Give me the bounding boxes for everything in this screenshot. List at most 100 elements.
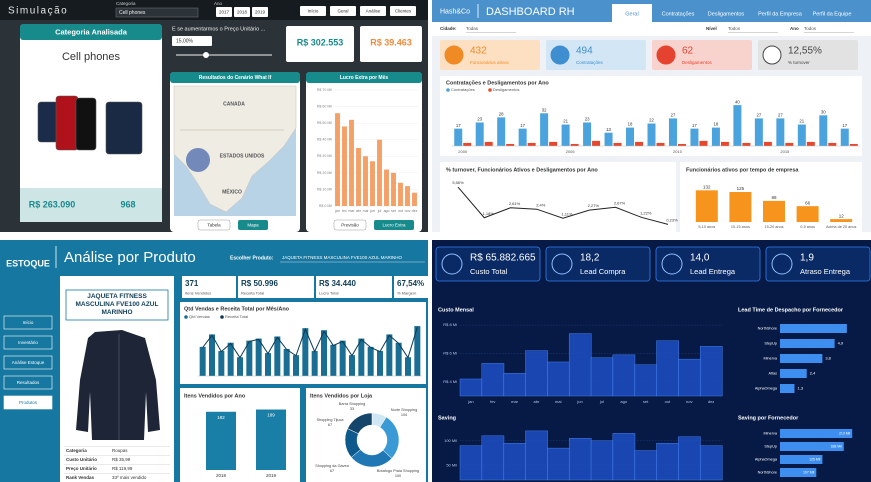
product-title-box [65,289,169,321]
line [202,327,418,359]
nav-label[interactable]: Análise Estoque [12,360,45,365]
kpi-icon [661,253,683,275]
bar [806,141,815,146]
nav-button[interactable] [3,335,53,350]
filter-value[interactable]: Todos [804,26,817,31]
nav-button[interactable] [3,315,53,330]
slider-knob[interactable] [203,52,209,58]
x-tick-label: jan [467,399,473,404]
kpi-value: 12,55% [788,46,822,57]
bar [475,122,484,146]
bar [255,338,262,376]
nav-button[interactable] [3,375,53,390]
card-title: Categoria Analisada [55,27,128,36]
select-value[interactable]: JAQUETA FITNESS MASCULINA FVE100 AZUL MA… [282,255,403,260]
tab[interactable]: Desligamentos [708,11,745,17]
data-label: 18 [628,122,633,127]
nav-label: Geral [337,9,348,14]
y-tick-label: AlphaOmega [755,458,778,462]
tab[interactable]: Geral [625,11,638,17]
nav-label[interactable]: Resultados [17,380,40,385]
slider-box [172,36,212,46]
brand: Hash&Co [440,8,470,15]
year-button[interactable] [252,7,268,17]
year-button[interactable] [216,7,232,17]
area-step [459,378,483,397]
tab[interactable]: Perfil da Equipe [813,11,852,17]
nav-label[interactable]: Inventário [18,340,38,345]
tab-active[interactable] [612,4,652,22]
nav-label[interactable]: Produtos [19,400,38,405]
kpi-icon [441,253,463,275]
x-tick-label: ago [384,209,390,213]
bar [367,346,374,376]
kpi-label: Lead Entrega [690,267,736,276]
bar [398,182,403,206]
bar [377,139,382,206]
bar [358,338,365,376]
x-tick-label: mar [348,209,355,213]
button[interactable] [197,219,231,231]
button-label: Mapa [247,223,259,228]
area-step [547,361,570,397]
legend-swatch [220,315,224,319]
data-label: 66 [805,200,811,205]
bar [518,128,527,146]
bar [819,115,828,146]
bar [796,206,819,222]
button[interactable] [238,220,268,230]
x-tick-label: abr [534,399,540,404]
bar [311,351,318,376]
data-label: 67 [328,423,332,427]
tab[interactable]: Perfil da Empresa [758,11,803,17]
kpi-card [182,276,236,298]
y-tick-label: AlphaOmega [755,387,778,391]
nav-button[interactable] [330,6,356,16]
chart-title: Qtd Vendas e Receita Total por Mês/Ano [184,306,290,312]
bar [363,156,368,206]
filter-label: Cidade: [440,26,457,31]
nav-label[interactable]: Início [23,320,34,325]
nav-button[interactable] [3,355,53,370]
data-label: 182 [217,415,225,420]
button[interactable] [333,219,367,231]
data-label: 132 [703,185,711,190]
button[interactable] [374,220,414,230]
nav-button[interactable] [360,6,386,16]
kpi-value: R$ 39.463 [370,37,412,47]
map-header [170,72,300,83]
chart-title: Funcionários ativos por tempo de empresa [686,167,799,173]
x-tick-label: jul [377,209,382,213]
phone-image [37,101,59,143]
dropdown[interactable] [115,7,199,18]
kpi-value: 62 [682,46,694,57]
data-label: 13 [606,127,611,132]
x-tick-label: fev [342,209,347,213]
kpi-card [316,276,392,298]
phone-image [55,95,79,151]
x-tick-label: nov [405,209,411,213]
nav-button[interactable] [3,395,53,410]
filter-value[interactable]: Todas [466,26,479,31]
data-label: 3,8 [825,356,831,361]
segment-label: Botafogo Praia Shopping [377,469,419,473]
nav-button[interactable] [300,6,326,16]
data-label: 27 [671,113,676,118]
data-label: 2,4 [810,371,816,376]
bar [635,141,644,146]
x-tick-label: abr [356,209,362,213]
bar [274,336,281,376]
data-label: 33 [350,407,354,411]
data-label: 17 [520,123,525,128]
y-tick-label: R$ 8 Mi [443,322,457,327]
bar [506,143,515,146]
nav-button[interactable] [390,6,416,16]
filter-value[interactable]: Todos [728,26,741,31]
data-label: 17 [842,123,847,128]
x-tick-label: nov [686,399,692,404]
y-tick-label: R$ 4 Mi [443,379,457,384]
bar [780,442,844,451]
year-button[interactable] [234,7,250,17]
tab[interactable]: Contratações [662,11,695,17]
